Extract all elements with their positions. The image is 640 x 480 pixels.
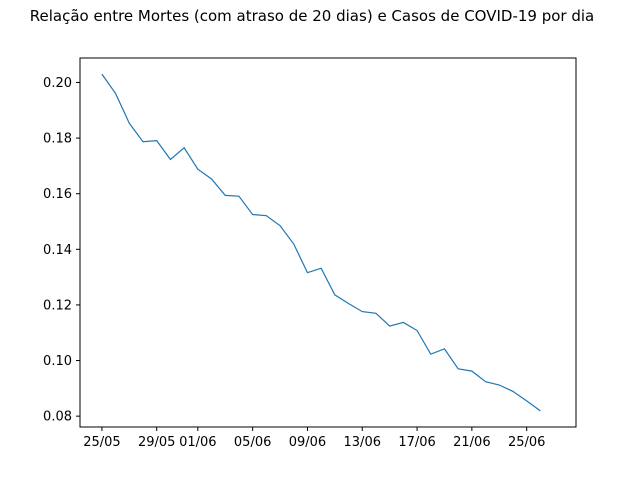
plot-frame (79, 57, 577, 428)
series-line (101, 73, 541, 412)
x-tick-label: 05/06 (234, 435, 271, 450)
y-axis: 0.08 0.10 0.12 0.14 0.16 0.18 0.20 (43, 76, 80, 425)
y-tick-label: 0.10 (43, 354, 72, 369)
y-tick-label: 0.14 (43, 243, 72, 258)
x-tick-label: 13/06 (344, 435, 381, 450)
x-tick-label: 25/05 (83, 435, 120, 450)
chart-title: Relação entre Mortes (com atraso de 20 d… (30, 7, 594, 25)
x-tick-label: 01/06 (179, 435, 216, 450)
x-tick-label: 29/05 (138, 435, 175, 450)
x-tick-label: 17/06 (398, 435, 435, 450)
y-tick-label: 0.16 (43, 187, 72, 202)
y-tick-label: 0.20 (43, 76, 72, 91)
y-tick-label: 0.12 (43, 298, 72, 313)
x-tick-label: 25/06 (508, 435, 545, 450)
x-axis: 25/05 29/05 01/06 05/06 09/06 13/06 17/06 21/06… (83, 427, 545, 450)
y-tick-label: 0.08 (43, 410, 72, 425)
y-tick-label: 0.18 (43, 132, 72, 147)
x-tick-label: 21/06 (453, 435, 490, 450)
x-tick-label: 09/06 (289, 435, 326, 450)
